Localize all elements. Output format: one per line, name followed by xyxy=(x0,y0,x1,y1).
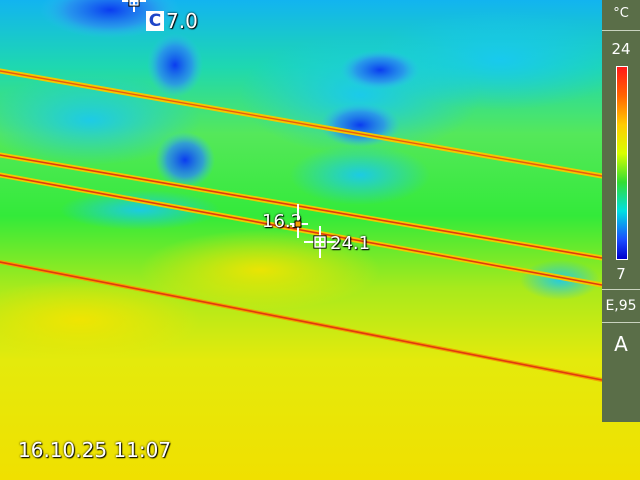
hot-spot-crosshair-icon xyxy=(304,226,336,258)
cold-spot-value: 7.0 xyxy=(166,9,198,33)
color-scale-bar xyxy=(616,66,628,260)
hot-spot-value: 24.1 xyxy=(330,233,371,254)
range-mode: A xyxy=(614,332,628,356)
spot-1-crosshair-icon xyxy=(290,204,308,238)
scale-max: 24 xyxy=(611,40,631,58)
scale-min: 7 xyxy=(616,265,626,283)
spot-1-value: 16.2 xyxy=(262,211,303,232)
temperature-scale-panel: °C 24 7 E,95 A xyxy=(602,0,640,422)
scale-unit: °C xyxy=(613,6,629,21)
emissivity: E,95 xyxy=(605,298,637,314)
cold-spot-marker: C xyxy=(146,11,164,31)
cold-spot-crosshair-icon xyxy=(122,0,146,12)
timestamp: 16.10.25 11:07 xyxy=(18,438,172,462)
